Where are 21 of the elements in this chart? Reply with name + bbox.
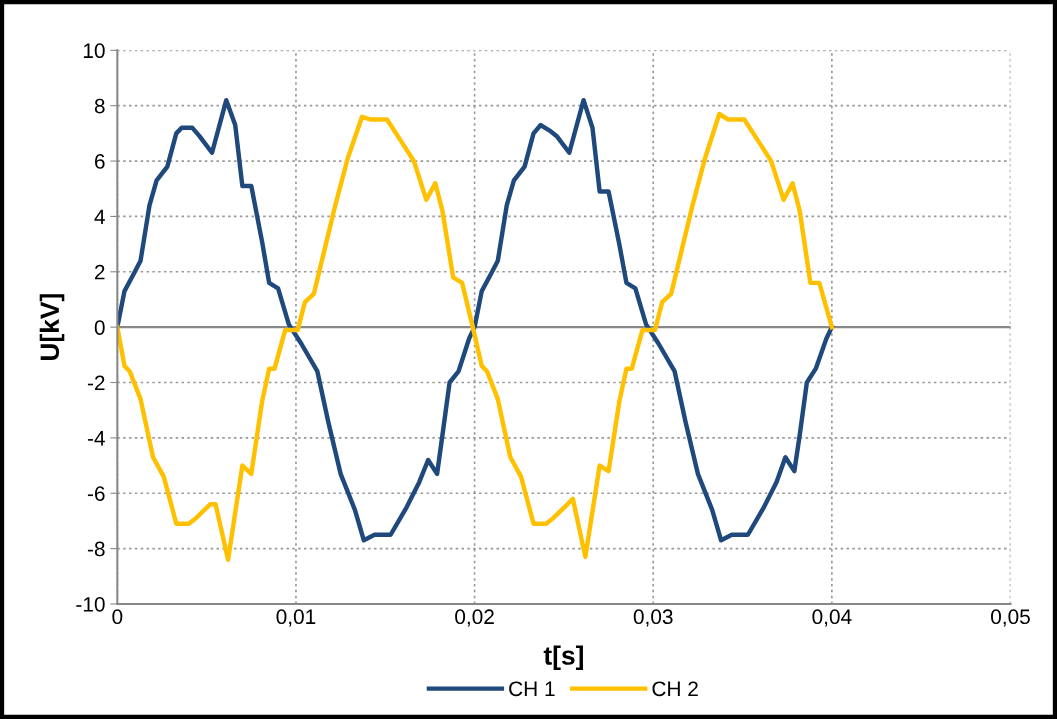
x-tick-label: 0,04 — [812, 609, 852, 627]
y-tick-label: -2 — [87, 375, 105, 391]
legend-label: CH 1 — [509, 681, 555, 697]
x-tick-label: 0,02 — [455, 609, 494, 627]
y-tick-label: -6 — [87, 486, 105, 501]
y-tick-label: 8 — [94, 98, 105, 114]
y-tick-label: -4 — [87, 431, 105, 446]
y-tick-label: 6 — [94, 154, 105, 169]
x-axis-title: t[s] — [543, 645, 583, 671]
y-tick-label: 0 — [94, 320, 105, 335]
x-tick-label: 0,05 — [991, 609, 1030, 627]
y-axis-title: U[kV] — [39, 294, 65, 361]
y-tick-label: -10 — [76, 596, 105, 612]
x-tick-label: 0 — [112, 609, 123, 625]
y-tick-label: 4 — [94, 209, 105, 224]
y-tick-label: 2 — [94, 264, 105, 280]
y-tick-label: -8 — [87, 541, 105, 557]
x-tick-label: 0,01 — [276, 609, 316, 627]
y-tick-label: 10 — [83, 43, 105, 59]
legend-label: CH 2 — [652, 681, 698, 697]
x-tick-label: 0,03 — [633, 609, 673, 627]
